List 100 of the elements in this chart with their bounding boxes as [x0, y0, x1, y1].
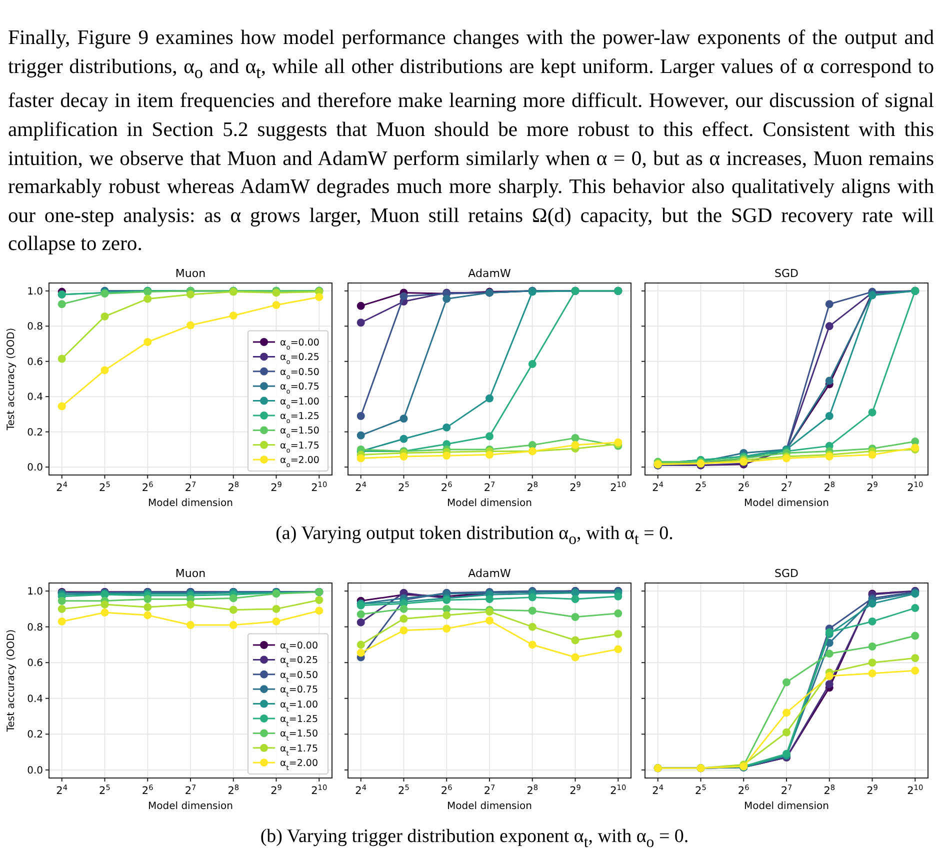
point [356, 431, 365, 440]
point [868, 450, 876, 459]
x-tick-label: 2$^{10}$ [907, 782, 924, 797]
point [486, 616, 494, 625]
point [356, 610, 365, 618]
point [100, 600, 109, 608]
legend-label: α$_{t}$=1.75 [280, 743, 318, 758]
point [186, 321, 194, 330]
y-tick-label: 0.2 [27, 730, 43, 741]
point [229, 594, 238, 602]
point [825, 650, 834, 658]
point [868, 642, 876, 651]
point [229, 621, 238, 630]
x-tick-label: 2$^{6}$ [440, 480, 453, 494]
point [782, 708, 790, 717]
text: (b) Varying trigger distribution exponent α$_{t}$, with α$_{o}$ = 0. [259, 826, 690, 852]
x-tick-label: 2$^{6}$ [142, 782, 154, 797]
y-tick-label: 0.6 [27, 356, 43, 368]
y-tick-label: 0.8 [27, 322, 43, 333]
x-tick-label: 2$^{5}$ [398, 782, 410, 797]
y-axis-title: Test accuracy (OOD) [6, 629, 17, 733]
x-tick-label: 2$^{4}$ [56, 782, 68, 797]
point [825, 322, 834, 330]
x-tick-label: 2$^{4}$ [355, 480, 367, 494]
legend-label: α$_{t}$=1.25 [280, 714, 318, 728]
point [614, 630, 622, 638]
x-axis-title: Model dimension [446, 498, 532, 509]
text: (a) Varying output token distribution α$_{o}$, with α$_{t}$ = 0. [274, 523, 674, 549]
point [144, 603, 152, 612]
point [356, 302, 365, 310]
point [144, 595, 152, 604]
x-tick-label: 2$^{10}$ [907, 480, 924, 494]
x-tick-label: 2$^{6}$ [440, 782, 453, 797]
point [186, 290, 194, 298]
legend-label: α$_{t}$=0.75 [280, 684, 318, 699]
x-tick-label: 2$^{10}$ [610, 480, 626, 494]
y-tick-label: 0.4 [27, 694, 43, 705]
chart-title: Muon [175, 567, 206, 580]
x-tick-label: 2$^{8}$ [526, 782, 538, 797]
point [486, 394, 494, 402]
chart-title: SGD [774, 267, 798, 280]
x-tick-label: 2$^{9}$ [866, 480, 878, 494]
y-tick-label: 0.6 [27, 658, 43, 670]
point [315, 596, 324, 604]
x-tick-label: 2$^{9}$ [570, 782, 582, 797]
point [486, 432, 494, 440]
x-tick-label: 2$^{4}$ [652, 782, 664, 797]
point [571, 653, 580, 662]
point [272, 617, 280, 626]
point [911, 654, 920, 662]
point [528, 622, 536, 631]
point [58, 300, 66, 308]
point [442, 423, 451, 432]
chart-title: SGD [774, 567, 798, 580]
text: Finally, Figure 9 examines how model performance changes with the power-law exponents of the output and trigger distributions, α$_{o}$ and α$_{t}$, while all other distributions are kept uniform. Larger values of α correspond to faster decay in item frequencies and therefore make learning more difficult. However, our discussion of signal amplification in Section 5.2 suggests that Muon should be more robust to this effect. Consistent with this intuition, we observe that Muon and AdamW perform similarly when α = 0, but as α increases, Muon remains remarkably robust whereas AdamW degrades much more sharply. This behavior also qualitatively aligns with our one-step analysis: as α grows larger, Muon still retains Ω(d) capacity, but the SGD recovery rate will collapse to zero. [8, 27, 934, 256]
point [571, 636, 580, 644]
x-tick-label: 2$^{6}$ [142, 480, 154, 494]
point [356, 318, 365, 327]
legend-label: α$_{t}$=0.50 [280, 670, 318, 684]
point [400, 604, 408, 613]
point [400, 626, 408, 634]
x-tick-label: 2$^{6}$ [738, 782, 750, 797]
legend-label: α$_{o}$=0.00 [280, 338, 320, 352]
x-tick-label: 2$^{10}$ [311, 480, 328, 494]
point [356, 412, 365, 420]
x-axis-title: Model dimension [744, 498, 830, 509]
x-tick-label: 2$^{5}$ [398, 480, 410, 494]
point [356, 454, 365, 462]
x-tick-label: 2$^{4}$ [355, 782, 367, 797]
legend-label: α$_{t}$=0.00 [280, 640, 318, 654]
x-tick-label: 2$^{7}$ [484, 480, 496, 494]
point [571, 612, 580, 621]
x-axis-title: Model dimension [446, 801, 532, 812]
chart-title: AdamW [468, 567, 511, 580]
y-tick-label: 1.0 [27, 286, 43, 298]
point [782, 678, 790, 686]
point [272, 604, 280, 613]
x-tick-label: 2$^{10}$ [610, 782, 626, 797]
chart-title: Muon [175, 267, 206, 280]
x-tick-label: 2$^{8}$ [824, 782, 836, 797]
chart-title: AdamW [468, 267, 511, 280]
x-tick-label: 2$^{4}$ [56, 480, 68, 494]
point [442, 294, 451, 303]
point [825, 300, 834, 308]
point [528, 606, 536, 615]
x-tick-label: 2$^{7}$ [484, 782, 496, 797]
point [911, 632, 920, 640]
point [356, 648, 365, 657]
point [614, 592, 622, 600]
point [356, 618, 365, 626]
point [400, 292, 408, 300]
point [186, 600, 194, 608]
y-tick-label: 0.4 [27, 392, 43, 404]
point [528, 593, 536, 602]
legend-label: α$_{o}$=1.00 [280, 396, 320, 410]
point [911, 604, 920, 612]
point [911, 666, 920, 675]
legend-label: α$_{t}$=2.00 [280, 758, 318, 772]
point [442, 624, 451, 633]
point [186, 621, 194, 630]
